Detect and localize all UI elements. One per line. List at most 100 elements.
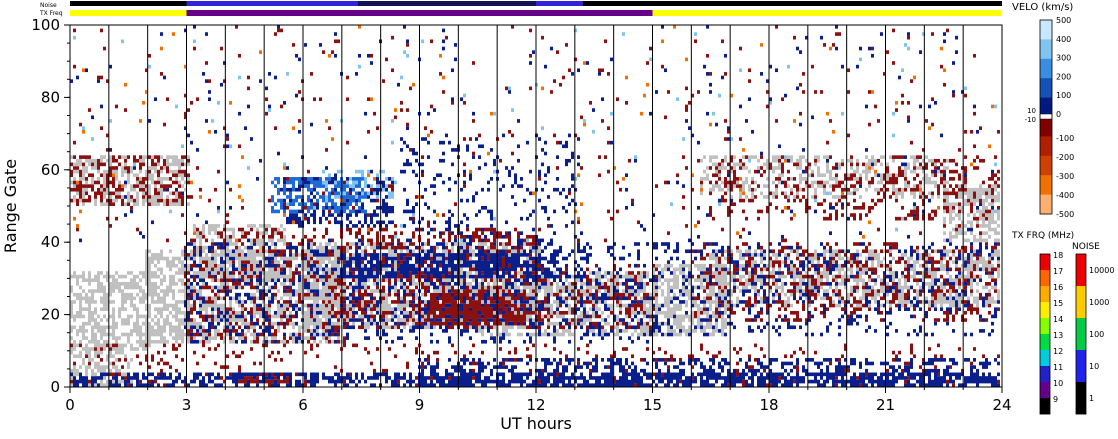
data-cell [112,361,115,366]
data-cell [226,376,229,380]
data-cell [427,321,430,330]
data-cell [190,329,193,333]
data-cell [430,267,433,275]
data-cell [691,274,694,279]
data-cell [511,133,514,138]
data-cell [424,307,427,315]
data-cell [475,137,478,141]
data-cell [571,332,574,337]
data-cell [337,314,340,319]
data-cell [106,325,109,330]
data-cell [613,278,616,286]
data-cell [103,339,106,351]
data-cell [667,263,670,268]
data-cell [358,296,361,301]
data-cell [460,274,463,279]
data-cell [178,307,181,315]
data-cell [544,307,547,311]
data-cell [145,383,148,387]
data-cell [580,321,583,326]
data-cell [298,202,301,206]
data-cell [748,289,751,293]
data-cell [718,173,721,178]
data-cell [382,318,385,322]
data-cell [331,177,334,185]
data-cell [82,321,85,340]
data-cell [145,343,148,348]
data-cell [217,285,220,290]
data-cell [385,184,388,188]
data-cell [106,372,109,377]
data-cell [205,32,208,36]
data-cell [271,256,274,261]
data-cell [343,300,346,304]
data-cell [169,321,172,337]
data-cell [232,249,235,254]
data-cell [670,289,673,293]
data-cell [655,90,658,94]
data-cell [193,253,196,257]
data-cell [133,372,136,380]
data-cell [541,86,544,91]
data-cell [715,318,718,322]
data-cell [616,289,619,293]
data-cell [361,292,364,301]
data-cell [436,242,439,246]
data-cell [583,300,586,304]
data-cell [679,300,682,304]
data-cell [466,329,469,333]
data-cell [199,256,202,264]
data-cell [316,260,319,264]
data-cell [202,303,205,311]
data-cell [382,263,385,268]
data-cell [697,285,700,290]
data-cell [541,368,544,373]
data-cell [424,242,427,246]
data-cell [214,361,217,366]
data-cell [685,310,688,315]
data-cell [448,282,451,286]
data-cell [607,332,610,337]
data-cell [508,368,511,373]
data-cell [532,263,535,272]
data-cell [421,292,424,297]
data-cell [223,282,226,286]
data-cell [748,307,751,315]
data-cell [745,361,748,369]
data-cell [283,234,286,246]
data-cell [700,329,703,333]
data-cell [760,166,763,170]
data-cell [421,169,424,174]
data-cell [352,187,355,192]
data-cell [337,249,340,257]
data-cell [493,310,496,315]
data-cell [235,267,238,272]
data-cell [391,68,394,73]
data-cell [202,339,205,348]
data-cell [217,318,220,322]
data-cell [652,242,655,250]
data-cell [127,155,130,159]
data-cell [703,285,706,290]
data-cell [325,263,328,268]
data-cell [448,209,451,214]
data-cell [505,325,508,337]
data-cell [436,256,439,261]
data-cell [748,383,751,387]
data-cell [229,227,232,232]
data-cell [310,253,313,257]
data-cell [706,282,709,290]
data-cell [247,86,250,91]
data-cell [508,332,511,337]
data-cell [292,209,295,214]
data-cell [199,231,202,235]
data-cell [343,336,346,348]
data-cell [577,314,580,319]
data-cell [256,310,259,315]
data-cell [415,195,418,199]
data-cell [70,198,73,203]
data-cell [556,292,559,297]
data-cell [706,296,709,301]
data-cell [754,358,757,362]
data-cell [241,249,244,261]
